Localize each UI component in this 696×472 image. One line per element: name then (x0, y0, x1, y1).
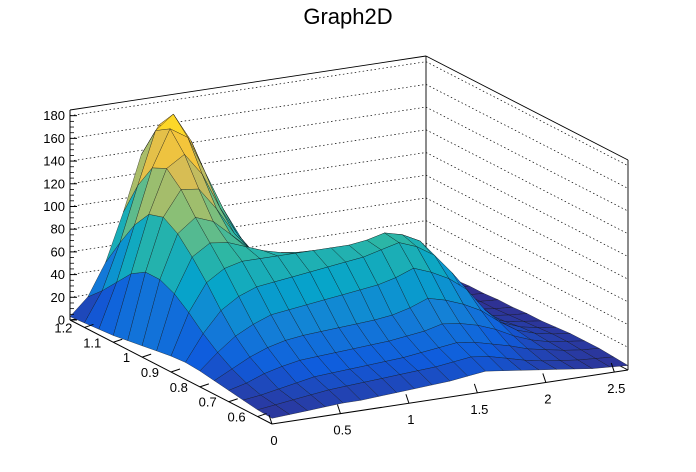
y-tick (228, 398, 238, 403)
y-tick (170, 368, 181, 373)
y-tick-label: 1.1 (83, 335, 101, 350)
surface-mesh (69, 113, 629, 419)
box-back-edge (425, 55, 629, 161)
y-tick-label: 1.2 (54, 320, 72, 335)
x-tick-label: 2.5 (607, 381, 625, 396)
y-tick-label: 0.8 (170, 380, 188, 395)
y-tick-label: 1 (123, 350, 130, 365)
y-tick-label: 0.9 (141, 365, 159, 380)
y-tick (257, 413, 267, 418)
y-tick (113, 338, 123, 343)
y-tick (141, 353, 152, 358)
y-tick (84, 323, 94, 328)
box-back-edge (69, 55, 427, 111)
z-tick-label: 100 (43, 199, 65, 214)
x-tick-label: 1 (407, 412, 414, 427)
z-tick-label: 20 (51, 290, 65, 305)
x-tick-label: 2 (544, 391, 551, 406)
box-front-edge (271, 369, 629, 425)
z-tick-label: 40 (51, 267, 65, 282)
z-tick-label: 180 (43, 108, 65, 123)
x-tick (473, 383, 478, 394)
y-tick-label: 0.6 (227, 410, 245, 425)
axes: 0204060801001201401601800.60.70.80.911.1… (43, 108, 625, 448)
z-tick-label: 80 (51, 222, 65, 237)
z-tick-label: 0 (58, 313, 65, 328)
x-tick (542, 373, 547, 383)
x-tick-label: 0 (270, 433, 277, 448)
x-tick (610, 362, 615, 373)
y-tick-label: 0.7 (199, 395, 217, 410)
x-tick (268, 414, 273, 425)
y-tick (199, 383, 210, 388)
z-tick-label: 140 (43, 154, 65, 169)
chart-title: Graph2D (303, 4, 392, 29)
x-tick-label: 1.5 (470, 402, 488, 417)
z-tick-label: 120 (43, 176, 65, 191)
x-tick (336, 404, 341, 414)
x-tick-label: 0.5 (333, 423, 351, 438)
surface-cell (595, 356, 629, 368)
x-tick (405, 394, 410, 404)
z-tick-label: 160 (43, 131, 65, 146)
z-tick-label: 60 (51, 244, 65, 259)
